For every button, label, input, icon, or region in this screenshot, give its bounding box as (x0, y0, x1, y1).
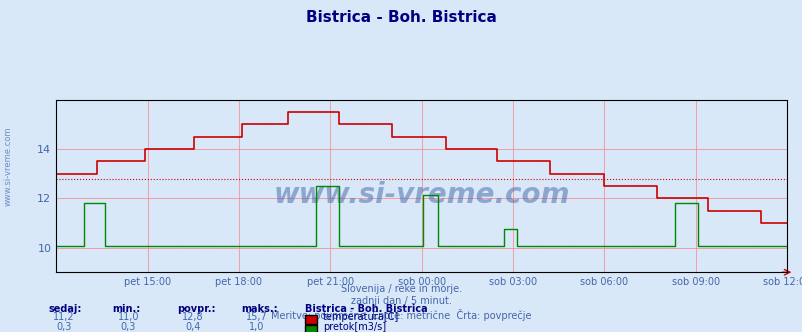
Text: maks.:: maks.: (241, 304, 277, 314)
Text: 0,4: 0,4 (184, 322, 200, 332)
Text: www.si-vreme.com: www.si-vreme.com (273, 181, 569, 208)
Text: Slovenija / reke in morje.: Slovenija / reke in morje. (341, 284, 461, 294)
Text: Bistrica - Boh. Bistrica: Bistrica - Boh. Bistrica (306, 10, 496, 25)
Text: zadnji dan / 5 minut.: zadnji dan / 5 minut. (350, 296, 452, 306)
Text: 0,3: 0,3 (56, 322, 72, 332)
Text: Bistrica - Boh. Bistrica: Bistrica - Boh. Bistrica (305, 304, 427, 314)
Text: sedaj:: sedaj: (48, 304, 82, 314)
Text: www.si-vreme.com: www.si-vreme.com (4, 126, 13, 206)
Text: min.:: min.: (112, 304, 140, 314)
Text: 15,7: 15,7 (245, 312, 268, 322)
Text: pretok[m3/s]: pretok[m3/s] (322, 322, 386, 332)
Text: temperatura[C]: temperatura[C] (322, 312, 399, 322)
Text: 12,8: 12,8 (182, 312, 203, 322)
Text: Meritve: povprečne  Enote: metrične  Črta: povprečje: Meritve: povprečne Enote: metrične Črta:… (271, 309, 531, 321)
Text: povpr.:: povpr.: (176, 304, 215, 314)
Text: 0,3: 0,3 (120, 322, 136, 332)
Text: 11,0: 11,0 (118, 312, 139, 322)
Text: 11,2: 11,2 (54, 312, 75, 322)
Text: 1,0: 1,0 (249, 322, 265, 332)
